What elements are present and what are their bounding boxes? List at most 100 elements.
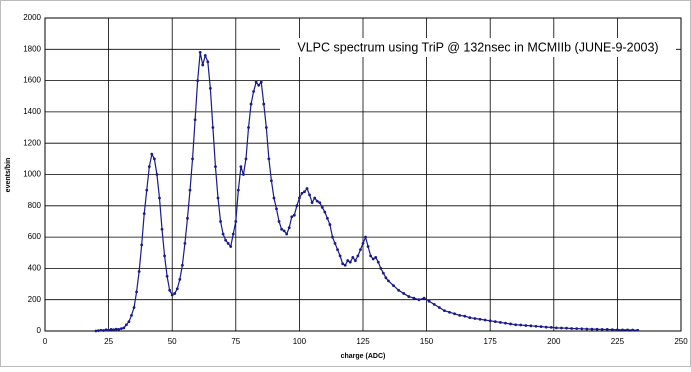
data-point (387, 279, 390, 283)
data-point (341, 262, 345, 266)
y-tick-label: 200 (28, 295, 42, 304)
data-point (463, 314, 467, 318)
data-point (130, 313, 133, 317)
data-point (229, 245, 233, 248)
data-point (244, 157, 248, 161)
data-point (504, 321, 507, 325)
data-point (270, 179, 273, 183)
x-tick-label: 100 (293, 337, 307, 346)
y-tick-label: 2000 (23, 13, 41, 22)
data-point (127, 320, 131, 324)
data-point (287, 226, 291, 230)
data-point (315, 199, 319, 203)
data-point (295, 204, 299, 208)
data-point (343, 263, 347, 267)
data-point (224, 238, 228, 242)
data-point (125, 323, 128, 327)
data-point (318, 201, 322, 205)
y-tick-label: 600 (28, 232, 42, 241)
data-point (150, 152, 154, 156)
data-point (331, 235, 334, 239)
data-point (313, 196, 317, 200)
data-point (509, 322, 512, 326)
data-point (94, 329, 98, 333)
data-point (132, 306, 136, 309)
y-tick-label: 1400 (23, 107, 41, 116)
data-point (257, 83, 261, 87)
data-point (158, 196, 161, 200)
data-point (142, 212, 146, 216)
data-point (384, 276, 388, 280)
data-point (163, 254, 166, 258)
data-point (473, 317, 477, 320)
data-point (351, 256, 355, 259)
data-point (236, 188, 240, 192)
data-point (249, 102, 253, 106)
y-tick-label: 800 (28, 201, 42, 210)
data-point (524, 324, 528, 327)
x-tick-label: 50 (168, 337, 177, 346)
data-point (427, 299, 431, 303)
chart-title: VLPC spectrum using TriP @ 132nsec in MC… (297, 40, 658, 54)
data-point (188, 188, 192, 192)
data-point (114, 327, 118, 331)
data-point (323, 210, 327, 214)
data-point (379, 267, 383, 270)
data-point (554, 326, 558, 330)
data-point (191, 157, 194, 161)
data-point (437, 306, 441, 309)
data-point (252, 90, 256, 93)
data-point (417, 298, 421, 302)
data-point (277, 220, 281, 223)
data-point (346, 259, 350, 262)
data-point (122, 326, 126, 330)
data-point (242, 173, 245, 176)
data-point (560, 326, 563, 330)
x-tick-label: 25 (104, 337, 113, 346)
x-tick-label: 0 (43, 337, 48, 346)
data-point (186, 216, 189, 220)
y-tick-label: 1800 (23, 44, 41, 53)
data-point (580, 327, 584, 331)
data-point (600, 328, 604, 331)
data-point (165, 274, 169, 278)
data-point (333, 241, 337, 245)
title-box (280, 38, 676, 57)
data-point (478, 317, 482, 321)
y-tick-label: 0 (37, 326, 42, 335)
data-point (145, 188, 149, 192)
data-point (488, 319, 492, 323)
data-point (104, 328, 108, 332)
data-point (234, 220, 238, 223)
data-point (514, 323, 518, 327)
data-point (219, 220, 222, 223)
data-point (275, 207, 278, 211)
y-tick-label: 1200 (23, 138, 41, 147)
data-point (336, 248, 339, 252)
data-point (109, 328, 113, 331)
data-point (155, 173, 159, 176)
data-point (529, 324, 533, 328)
data-point (458, 313, 462, 317)
data-point (206, 60, 210, 64)
data-point (369, 254, 373, 258)
data-point (216, 196, 220, 200)
data-point (353, 259, 357, 262)
y-tick-label: 1600 (23, 76, 41, 85)
data-point (539, 325, 543, 329)
data-point (498, 320, 502, 324)
data-point (178, 277, 182, 281)
x-tick-label: 175 (484, 337, 498, 346)
data-point (147, 165, 151, 169)
x-tick-label: 250 (674, 337, 688, 346)
data-point (298, 196, 301, 200)
data-point (549, 326, 553, 329)
data-point (374, 256, 378, 259)
data-point (328, 223, 332, 226)
data-point (300, 191, 304, 195)
data-point (605, 328, 609, 331)
data-point (519, 323, 523, 327)
data-point (193, 118, 197, 122)
x-tick-label: 75 (231, 337, 240, 346)
data-point (180, 263, 184, 267)
